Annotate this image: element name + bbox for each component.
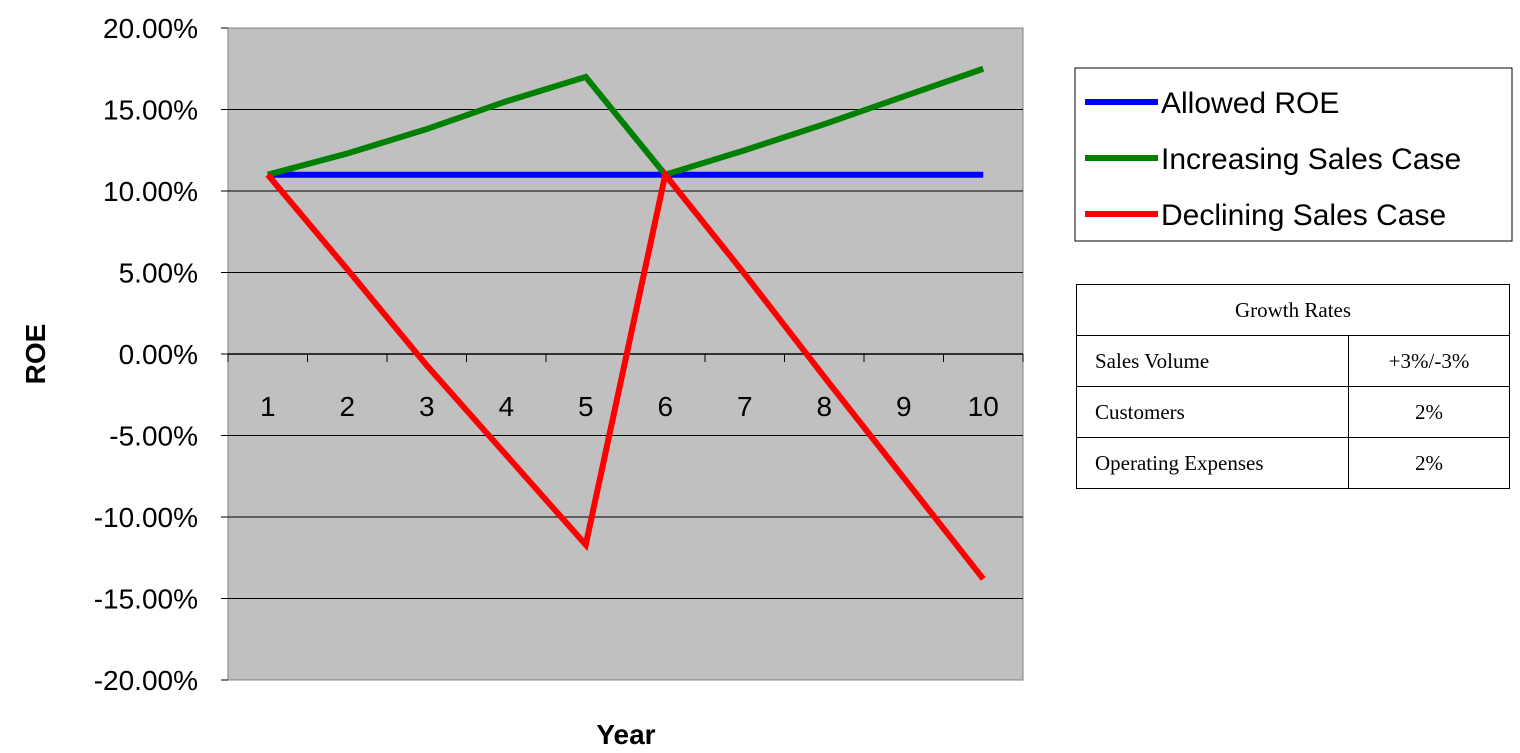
row-label: Customers	[1076, 386, 1349, 438]
x-tick-label: 3	[419, 391, 435, 422]
row-label: Operating Expenses	[1076, 437, 1349, 489]
y-axis-title: ROE	[20, 324, 51, 385]
table-header: Growth Rates	[1076, 284, 1510, 336]
table-header-row: Growth Rates	[1076, 284, 1510, 336]
x-tick-label: 2	[339, 391, 355, 422]
legend-label-allowed-roe: Allowed ROE	[1161, 87, 1339, 120]
row-value: 2%	[1348, 386, 1510, 438]
table-row: Sales Volume +3%/-3%	[1076, 335, 1510, 387]
y-tick-label: -10.00%	[94, 502, 198, 533]
x-tick-label: 5	[578, 391, 594, 422]
row-label: Sales Volume	[1076, 335, 1349, 387]
y-tick-label: -20.00%	[94, 665, 198, 696]
growth-rates-table: Growth Rates Sales Volume +3%/-3% Custom…	[1076, 284, 1510, 489]
x-tick-label: 9	[896, 391, 912, 422]
x-tick-label: 1	[260, 391, 276, 422]
series-lines	[265, 65, 986, 581]
y-tick-label: 10.00%	[103, 176, 198, 207]
x-axis-title: Year	[596, 719, 655, 750]
gridlines	[221, 27, 1023, 681]
y-tick-label: -5.00%	[109, 421, 198, 452]
series-line-increasing-sales-case	[266, 65, 985, 179]
y-tick-label: 5.00%	[119, 258, 198, 289]
x-tick-label: 8	[816, 391, 832, 422]
table-row: Operating Expenses 2%	[1076, 437, 1510, 489]
table-row: Customers 2%	[1076, 386, 1510, 438]
x-tick-label: 7	[737, 391, 753, 422]
x-tick-label: 6	[657, 391, 673, 422]
x-tick-label: 4	[498, 391, 514, 422]
legend: Allowed ROE Increasing Sales Case Declinin…	[1074, 67, 1513, 242]
y-tick-labels: 20.00% 15.00% 10.00% 5.00% 0.00% -5.00% -10.00…	[94, 13, 198, 696]
series-line-declining-sales-case	[265, 167, 986, 581]
x-tick-label: 10	[968, 391, 999, 422]
y-tick-label: -15.00%	[94, 584, 198, 615]
legend-label-increasing-sales-case: Increasing Sales Case	[1161, 143, 1461, 176]
legend-label-declining-sales-case: Declining Sales Case	[1161, 199, 1446, 232]
row-value: 2%	[1348, 437, 1510, 489]
row-value: +3%/-3%	[1348, 335, 1510, 387]
y-tick-label: 20.00%	[103, 13, 198, 44]
y-tick-label: 0.00%	[119, 339, 198, 370]
y-tick-label: 15.00%	[103, 95, 198, 126]
